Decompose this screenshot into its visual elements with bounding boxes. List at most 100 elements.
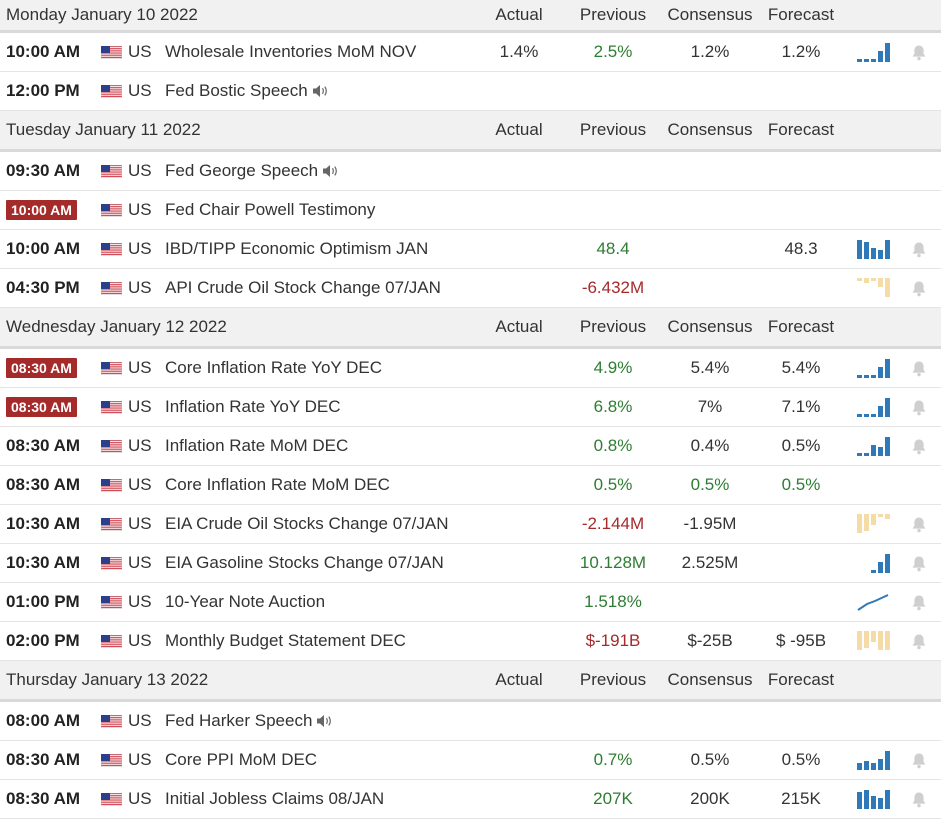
event-row[interactable]: 10:00 AM US Wholesale Inventories MoM NOV 1… <box>0 33 941 72</box>
history-sparkline[interactable] <box>853 780 893 818</box>
event-name[interactable]: Fed Bostic Speech <box>165 72 329 110</box>
event-title[interactable]: Core Inflation Rate MoM DEC <box>165 475 390 494</box>
event-row[interactable]: 10:30 AM US EIA Gasoline Stocks Change 07/… <box>0 544 941 583</box>
bell-icon[interactable] <box>909 388 929 426</box>
event-name[interactable]: Fed Harker Speech <box>165 702 333 740</box>
consensus-value <box>662 191 758 229</box>
event-row[interactable]: 08:30 AM US Inflation Rate YoY DEC 6.8% 7% 7.… <box>0 388 941 427</box>
forecast-value: 7.1% <box>781 397 821 416</box>
bell-icon[interactable] <box>909 269 929 307</box>
event-title[interactable]: API Crude Oil Stock Change 07/JAN <box>165 278 441 297</box>
event-row[interactable]: 08:00 AM US Fed Harker Speech <box>0 702 941 741</box>
time-label: 08:30 AM <box>6 750 81 769</box>
event-name[interactable]: Initial Jobless Claims 08/JAN <box>165 780 384 818</box>
event-name[interactable]: Core Inflation Rate MoM DEC <box>165 466 390 504</box>
event-row[interactable]: 09:30 AM US Fed George Speech <box>0 152 941 191</box>
actual-column-header: Actual <box>495 120 543 139</box>
history-sparkline[interactable] <box>853 505 893 543</box>
event-title[interactable]: Fed Harker Speech <box>165 711 313 730</box>
event-title[interactable]: EIA Crude Oil Stocks Change 07/JAN <box>165 514 449 533</box>
previous-value: -2.144M <box>581 514 645 533</box>
event-title[interactable]: Inflation Rate MoM DEC <box>165 436 349 455</box>
consensus-column-header: Consensus <box>667 120 753 139</box>
event-row[interactable]: 08:30 AM US Core Inflation Rate YoY DEC 4.9… <box>0 349 941 388</box>
event-name[interactable]: Monthly Budget Statement DEC <box>165 622 406 660</box>
bell-icon[interactable] <box>909 230 929 268</box>
event-title[interactable]: 10-Year Note Auction <box>165 592 326 611</box>
us-flag-icon <box>101 427 122 465</box>
event-title[interactable]: Inflation Rate YoY DEC <box>165 397 341 416</box>
event-row[interactable]: 08:30 AM US Initial Jobless Claims 08/JAN 2… <box>0 780 941 819</box>
history-sparkline[interactable] <box>853 622 893 660</box>
event-time: 08:30 AM <box>6 388 77 426</box>
event-title[interactable]: Core PPI MoM DEC <box>165 750 318 769</box>
bell-icon[interactable] <box>909 544 929 582</box>
event-title[interactable]: Initial Jobless Claims 08/JAN <box>165 789 385 808</box>
bell-icon[interactable] <box>909 349 929 387</box>
event-name[interactable]: Inflation Rate YoY DEC <box>165 388 340 426</box>
event-name[interactable]: Inflation Rate MoM DEC <box>165 427 348 465</box>
country-code: US <box>128 750 152 769</box>
event-name[interactable]: 10-Year Note Auction <box>165 583 325 621</box>
event-name[interactable]: Core Inflation Rate YoY DEC <box>165 349 382 387</box>
bell-icon[interactable] <box>909 741 929 779</box>
event-name[interactable]: Core PPI MoM DEC <box>165 741 317 779</box>
event-name[interactable]: API Crude Oil Stock Change 07/JAN <box>165 269 441 307</box>
forecast-value: $ -95B <box>775 631 827 650</box>
history-sparkline[interactable] <box>853 269 893 307</box>
previous-value: 4.9% <box>593 358 633 377</box>
history-sparkline[interactable] <box>853 230 893 268</box>
time-label: 08:30 AM <box>6 789 81 808</box>
event-name[interactable]: Fed George Speech <box>165 152 339 190</box>
us-flag-icon <box>101 741 122 779</box>
event-title[interactable]: Wholesale Inventories MoM NOV <box>165 42 417 61</box>
event-name[interactable]: IBD/TIPP Economic Optimism JAN <box>165 230 428 268</box>
previous-column-header: Previous <box>579 120 647 139</box>
country-code: US <box>128 514 152 533</box>
history-sparkline[interactable] <box>853 583 893 621</box>
event-name[interactable]: EIA Gasoline Stocks Change 07/JAN <box>165 544 444 582</box>
history-sparkline[interactable] <box>853 544 893 582</box>
event-row[interactable]: 08:30 AM US Core PPI MoM DEC 0.7% 0.5% 0.5% <box>0 741 941 780</box>
event-title[interactable]: Fed Chair Powell Testimony <box>165 200 376 219</box>
history-sparkline[interactable] <box>853 349 893 387</box>
history-sparkline[interactable] <box>853 741 893 779</box>
us-flag-icon <box>101 388 122 426</box>
event-title[interactable]: Core Inflation Rate YoY DEC <box>165 358 383 377</box>
history-sparkline[interactable] <box>853 427 893 465</box>
event-title[interactable]: Monthly Budget Statement DEC <box>165 631 406 650</box>
bell-icon[interactable] <box>909 622 929 660</box>
event-row[interactable]: 10:00 AM US Fed Chair Powell Testimony <box>0 191 941 230</box>
event-title[interactable]: IBD/TIPP Economic Optimism JAN <box>165 239 429 258</box>
consensus-value <box>662 269 758 307</box>
bell-icon[interactable] <box>909 583 929 621</box>
actual-value <box>478 427 560 465</box>
forecast-column-header: Forecast <box>767 317 835 336</box>
event-row[interactable]: 10:00 AM US IBD/TIPP Economic Optimism JAN… <box>0 230 941 269</box>
consensus-value: 1.2% <box>690 42 730 61</box>
event-name[interactable]: Wholesale Inventories MoM NOV <box>165 33 416 71</box>
event-row[interactable]: 04:30 PM US API Crude Oil Stock Change 07/… <box>0 269 941 308</box>
actual-value <box>478 269 560 307</box>
bell-icon[interactable] <box>909 33 929 71</box>
event-row[interactable]: 02:00 PM US Monthly Budget Statement DEC $-… <box>0 622 941 661</box>
bell-icon[interactable] <box>909 427 929 465</box>
event-row[interactable]: 08:30 AM US Core Inflation Rate MoM DEC 0.5… <box>0 466 941 505</box>
history-sparkline[interactable] <box>853 33 893 71</box>
event-row[interactable]: 01:00 PM US 10-Year Note Auction 1.518% <box>0 583 941 622</box>
event-title[interactable]: Fed George Speech <box>165 161 319 180</box>
bell-icon[interactable] <box>909 505 929 543</box>
country-code: US <box>128 81 152 100</box>
history-sparkline[interactable] <box>853 388 893 426</box>
event-row[interactable]: 12:00 PM US Fed Bostic Speech <box>0 72 941 111</box>
event-title[interactable]: Fed Bostic Speech <box>165 81 308 100</box>
event-name[interactable]: Fed Chair Powell Testimony <box>165 191 375 229</box>
forecast-value: 5.4% <box>781 358 821 377</box>
actual-column-header: Actual <box>495 670 543 689</box>
event-row[interactable]: 08:30 AM US Inflation Rate MoM DEC 0.8% 0.4%… <box>0 427 941 466</box>
event-name[interactable]: EIA Crude Oil Stocks Change 07/JAN <box>165 505 448 543</box>
day-title: Monday January 10 2022 <box>6 5 198 24</box>
bell-icon[interactable] <box>909 780 929 818</box>
event-title[interactable]: EIA Gasoline Stocks Change 07/JAN <box>165 553 444 572</box>
event-row[interactable]: 10:30 AM US EIA Crude Oil Stocks Change 07… <box>0 505 941 544</box>
